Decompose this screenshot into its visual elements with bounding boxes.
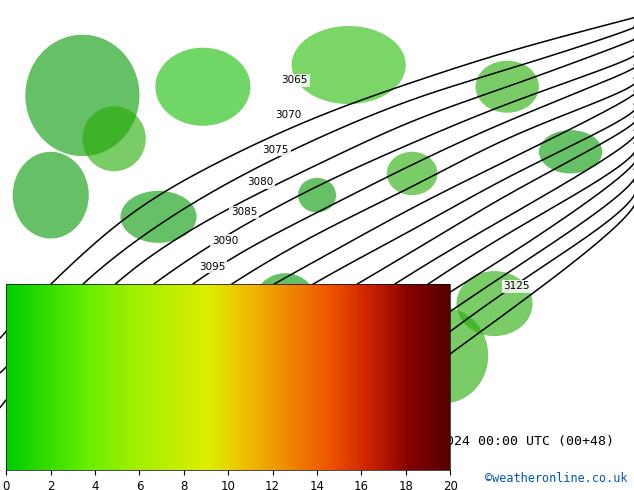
Ellipse shape (456, 271, 533, 336)
Text: 3120: 3120 (136, 383, 162, 393)
Text: 3100: 3100 (186, 288, 213, 298)
Ellipse shape (82, 106, 146, 172)
Ellipse shape (120, 191, 197, 243)
Ellipse shape (476, 61, 539, 113)
Text: 3070: 3070 (275, 110, 302, 120)
Ellipse shape (25, 35, 139, 156)
Ellipse shape (32, 303, 95, 390)
Ellipse shape (184, 312, 260, 382)
Ellipse shape (539, 130, 602, 173)
Text: 3105: 3105 (174, 312, 200, 321)
Ellipse shape (254, 273, 317, 334)
Ellipse shape (399, 308, 488, 403)
Ellipse shape (13, 152, 89, 239)
Text: 3115: 3115 (142, 359, 169, 369)
Text: 3080: 3080 (247, 177, 273, 187)
Ellipse shape (82, 286, 171, 364)
Ellipse shape (298, 303, 399, 390)
Ellipse shape (387, 152, 437, 195)
Ellipse shape (155, 48, 250, 126)
Text: 3075: 3075 (262, 145, 289, 155)
Ellipse shape (298, 178, 336, 213)
Text: 3125: 3125 (503, 281, 530, 291)
Text: 3110: 3110 (161, 336, 188, 345)
Text: ©weatheronline.co.uk: ©weatheronline.co.uk (485, 472, 628, 486)
Text: 3095: 3095 (199, 262, 226, 271)
Ellipse shape (292, 26, 406, 104)
Text: 3090: 3090 (212, 236, 238, 245)
Text: 3065: 3065 (281, 75, 308, 85)
Text: Height 10 hPa Spread mean+σ [gpdm] GFS ENS   We 25-09-2024 00:00 UTC (00+48): Height 10 hPa Spread mean+σ [gpdm] GFS E… (6, 435, 614, 448)
Text: 3085: 3085 (231, 207, 257, 218)
